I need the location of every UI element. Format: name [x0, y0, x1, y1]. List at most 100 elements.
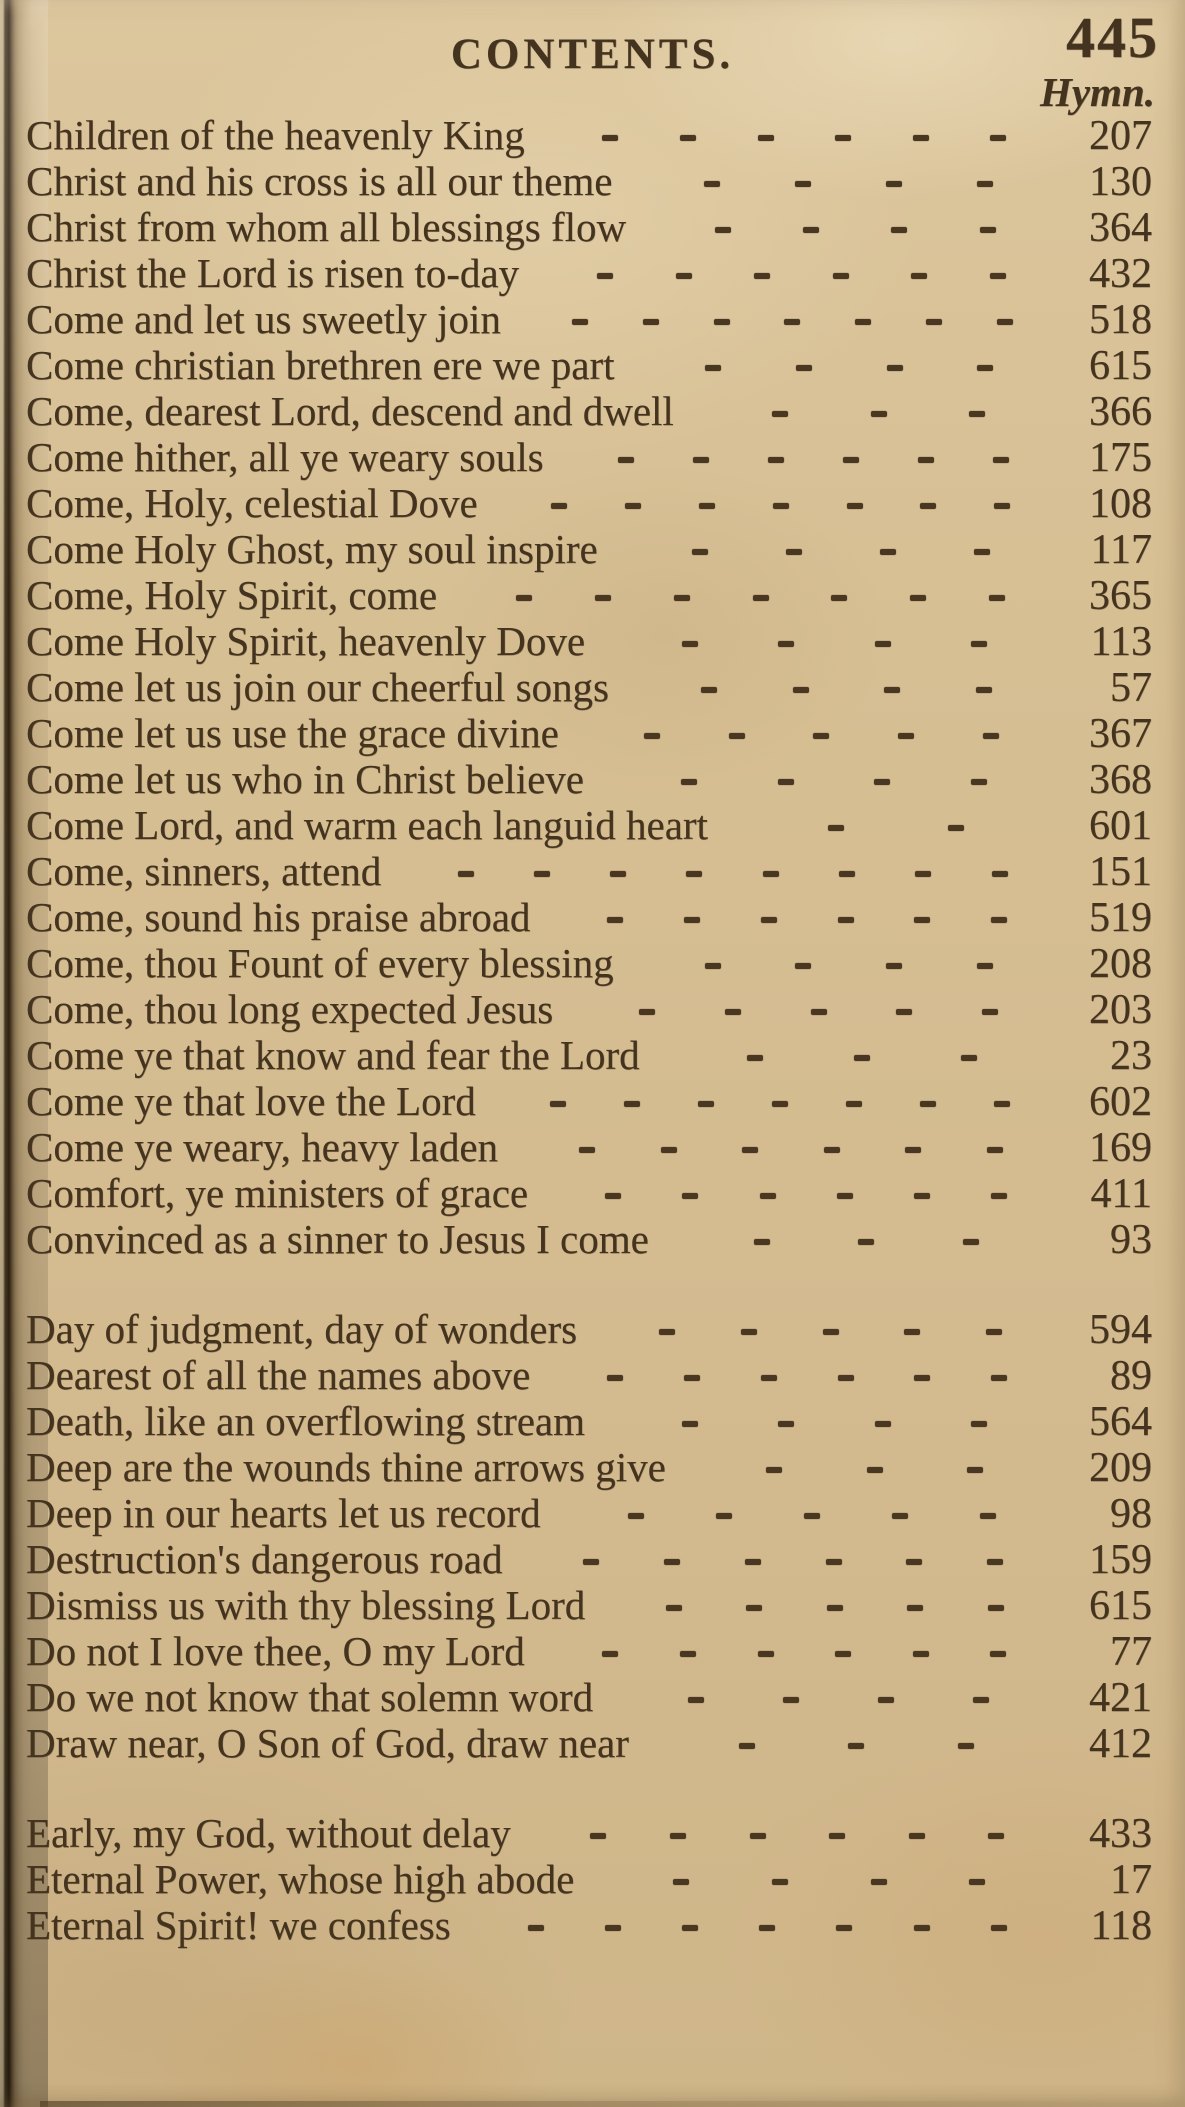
index-entry: Christ from whom all blessings flow 364 — [26, 204, 1152, 251]
leader-dash — [792, 687, 809, 693]
entry-title: Come ye that love the Lord — [26, 1078, 476, 1124]
leader-dash — [853, 1055, 870, 1061]
leader-dash — [682, 1925, 699, 1931]
index-entry: Children of the heavenly King 207 — [26, 112, 1152, 159]
index-entry: Christ the Lord is risen to-day 432 — [26, 250, 1152, 297]
leader-dash — [551, 503, 568, 509]
leader-dash — [848, 1743, 865, 1749]
leader-dash — [986, 1147, 1003, 1153]
leader-dash — [837, 917, 854, 923]
leader-dash — [870, 411, 887, 417]
leader-dash — [784, 319, 801, 325]
leader-dash — [967, 1467, 984, 1473]
dash-leader — [528, 1170, 1080, 1216]
entry-hymn-number: 412 — [1089, 1721, 1152, 1767]
leader-dash — [744, 1559, 761, 1565]
leader-dash — [771, 1879, 788, 1885]
leader-dash — [754, 273, 771, 279]
entry-title: Destruction's dangerous road — [26, 1536, 503, 1582]
leader-dash — [683, 1375, 700, 1381]
leader-dash — [623, 1101, 640, 1107]
leader-dash — [874, 779, 891, 785]
leader-dash — [976, 687, 993, 693]
entry-title: Dearest of all the names above — [26, 1352, 531, 1398]
leader-dash — [977, 963, 994, 969]
leader-dash — [605, 1193, 622, 1199]
entry-title: Deep in our hearts let us record — [26, 1490, 541, 1536]
entry-title: Come and let us sweetly join — [26, 296, 501, 342]
leader-dash — [979, 227, 996, 233]
entry-title: Come let us who in Christ believe — [26, 756, 584, 802]
leader-dash — [822, 1329, 839, 1335]
leader-dash — [724, 1009, 741, 1015]
dash-leader — [626, 204, 1080, 250]
leader-dash — [879, 549, 896, 555]
leader-dash — [783, 1697, 800, 1703]
leader-dash — [740, 1329, 757, 1335]
leader-dash — [973, 549, 990, 555]
entry-hymn-number: 17 — [1110, 1857, 1152, 1903]
index-entry: Do not I love thee, O my Lord 77 — [26, 1628, 1152, 1675]
leader-dash — [971, 1421, 988, 1427]
entry-title: Come let us use the grace divine — [26, 710, 559, 756]
leader-dash — [680, 779, 697, 785]
dash-leader — [525, 112, 1080, 158]
leader-dash — [878, 1697, 894, 1703]
leader-dash — [990, 135, 1007, 141]
leader-dash — [753, 1239, 770, 1245]
entry-title: Come hither, all ye weary souls — [26, 434, 544, 480]
leader-dash — [697, 1101, 714, 1107]
leader-dash — [533, 871, 550, 877]
dash-leader — [612, 158, 1080, 204]
index-entry: Come ye that know and fear the Lord 23 — [26, 1032, 1152, 1079]
leader-dash — [760, 917, 777, 923]
leader-dash — [658, 1329, 675, 1335]
entry-hymn-number: 615 — [1089, 343, 1152, 389]
dash-leader — [503, 1536, 1081, 1582]
leader-dash — [990, 1193, 1007, 1199]
index-entry: Come, dearest Lord, descend and dwell 36… — [26, 388, 1152, 435]
leader-dash — [960, 1055, 977, 1061]
entry-hymn-number: 411 — [1090, 1171, 1152, 1217]
leader-dash — [843, 457, 860, 463]
leader-dash — [912, 135, 929, 141]
leader-dash — [669, 1833, 686, 1839]
index-group: Early, my God, without delay 433 Eternal… — [26, 1810, 1152, 1949]
entry-hymn-number: 433 — [1089, 1811, 1152, 1857]
leader-dash — [920, 503, 937, 509]
leader-dash — [618, 457, 635, 463]
entry-title: Comfort, ye ministers of grace — [26, 1170, 529, 1216]
dash-leader — [553, 986, 1080, 1032]
leader-dash — [990, 1651, 1007, 1657]
leader-dash — [804, 1513, 821, 1519]
leader-dash — [457, 871, 474, 877]
leader-dash — [802, 227, 819, 233]
entry-title: Come Holy Spirit, heavenly Dove — [26, 618, 586, 664]
entry-title: Dismiss us with thy blessing Lord — [26, 1582, 586, 1628]
leader-dash — [831, 595, 848, 601]
entry-title: Come ye weary, heavy laden — [26, 1124, 499, 1170]
leader-dash — [971, 779, 988, 785]
dash-leader — [541, 1490, 1080, 1536]
index-entry: Eternal Spirit! we confess 118 — [26, 1902, 1152, 1949]
index-entry: Day of judgment, day of wonders 594 — [26, 1306, 1152, 1353]
leader-dash — [915, 871, 932, 877]
leader-dash — [914, 917, 931, 923]
leader-dash — [590, 1833, 607, 1839]
leader-dash — [813, 733, 830, 739]
dash-leader — [598, 526, 1080, 572]
leader-dash — [681, 1421, 698, 1427]
leader-dash — [665, 1605, 682, 1611]
dash-leader — [593, 1674, 1080, 1720]
leader-dash — [912, 1651, 929, 1657]
entry-title: Come, thou long expected Jesus — [26, 986, 554, 1032]
leader-dash — [835, 1651, 852, 1657]
entry-hymn-number: 421 — [1089, 1675, 1152, 1721]
entry-title: Come, dearest Lord, descend and dwell — [26, 388, 674, 434]
entry-title: Come, Holy Spirit, come — [26, 572, 438, 618]
leader-dash — [884, 687, 901, 693]
leader-dash — [639, 1009, 656, 1015]
leader-dash — [926, 319, 943, 325]
leader-dash — [983, 733, 1000, 739]
